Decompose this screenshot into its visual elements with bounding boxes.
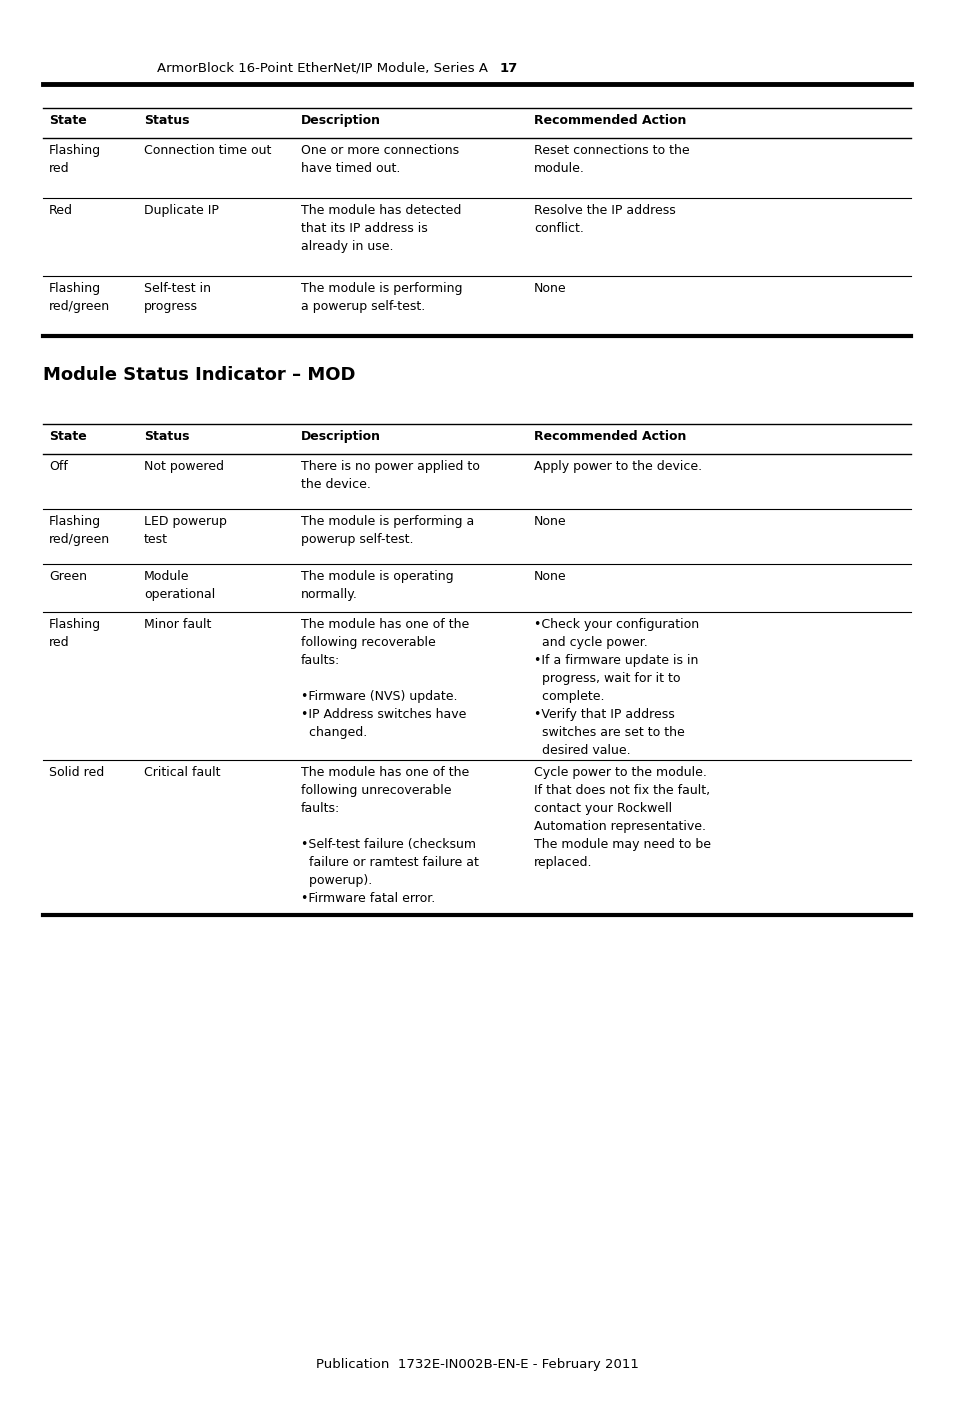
Text: None: None [534, 569, 566, 583]
Text: Connection time out: Connection time out [144, 143, 271, 157]
Text: Status: Status [144, 114, 190, 127]
Text: The module has one of the
following unrecoverable
faults:

•Self-test failure (c: The module has one of the following unre… [301, 766, 478, 905]
Text: Reset connections to the
module.: Reset connections to the module. [534, 143, 689, 174]
Text: Recommended Action: Recommended Action [534, 430, 685, 443]
Text: Recommended Action: Recommended Action [534, 114, 685, 127]
Text: Description: Description [301, 430, 380, 443]
Text: Module
operational: Module operational [144, 569, 215, 600]
Text: State: State [49, 430, 87, 443]
Text: State: State [49, 114, 87, 127]
Text: Duplicate IP: Duplicate IP [144, 204, 218, 217]
Text: ArmorBlock 16-Point EtherNet/IP Module, Series A: ArmorBlock 16-Point EtherNet/IP Module, … [157, 62, 488, 75]
Text: The module has one of the
following recoverable
faults:

•Firmware (NVS) update.: The module has one of the following reco… [301, 619, 469, 740]
Text: Apply power to the device.: Apply power to the device. [534, 460, 701, 472]
Text: One or more connections
have timed out.: One or more connections have timed out. [301, 143, 458, 174]
Text: The module is performing a
powerup self-test.: The module is performing a powerup self-… [301, 515, 474, 546]
Text: Not powered: Not powered [144, 460, 224, 472]
Text: Flashing
red/green: Flashing red/green [49, 283, 110, 314]
Text: Cycle power to the module.
If that does not fix the fault,
contact your Rockwell: Cycle power to the module. If that does … [534, 766, 710, 869]
Text: Description: Description [301, 114, 380, 127]
Text: Critical fault: Critical fault [144, 766, 220, 779]
Text: None: None [534, 283, 566, 295]
Text: The module is operating
normally.: The module is operating normally. [301, 569, 453, 600]
Text: 17: 17 [499, 62, 517, 75]
Text: Green: Green [49, 569, 87, 583]
Text: LED powerup
test: LED powerup test [144, 515, 227, 546]
Text: The module has detected
that its IP address is
already in use.: The module has detected that its IP addr… [301, 204, 461, 253]
Text: Flashing
red: Flashing red [49, 143, 101, 174]
Text: Off: Off [49, 460, 68, 472]
Text: Module Status Indicator – MOD: Module Status Indicator – MOD [43, 366, 355, 384]
Text: Minor fault: Minor fault [144, 619, 212, 631]
Text: None: None [534, 515, 566, 529]
Text: Resolve the IP address
conflict.: Resolve the IP address conflict. [534, 204, 675, 235]
Text: The module is performing
a powerup self-test.: The module is performing a powerup self-… [301, 283, 462, 314]
Text: Self-test in
progress: Self-test in progress [144, 283, 211, 314]
Text: Flashing
red/green: Flashing red/green [49, 515, 110, 546]
Text: Publication  1732E-IN002B-EN-E - February 2011: Publication 1732E-IN002B-EN-E - February… [315, 1358, 638, 1371]
Text: Red: Red [49, 204, 73, 217]
Text: Status: Status [144, 430, 190, 443]
Text: There is no power applied to
the device.: There is no power applied to the device. [301, 460, 479, 491]
Text: Solid red: Solid red [49, 766, 104, 779]
Text: Flashing
red: Flashing red [49, 619, 101, 650]
Text: •Check your configuration
  and cycle power.
•If a firmware update is in
  progr: •Check your configuration and cycle powe… [534, 619, 699, 756]
